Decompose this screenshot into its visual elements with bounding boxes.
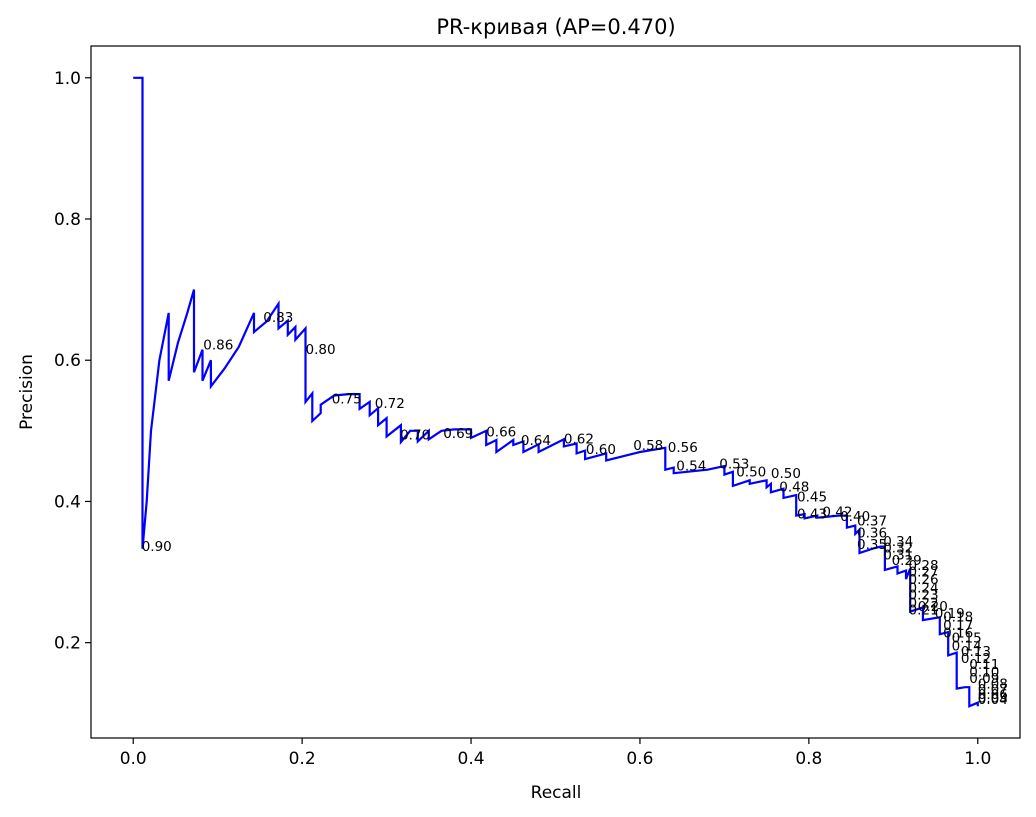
- threshold-label-32: 0.26: [909, 572, 939, 588]
- x-tick-label-0: 0.0: [120, 749, 147, 769]
- x-tick-label-2: 0.4: [458, 749, 485, 769]
- threshold-label-3: 0.80: [306, 342, 336, 358]
- threshold-label-26: 0.34: [883, 534, 913, 550]
- x-tick-label-5: 1.0: [964, 749, 991, 769]
- y-axis-label: Precision: [17, 354, 37, 430]
- threshold-label-39: 0.18: [943, 610, 973, 626]
- threshold-label-53: 0.04: [978, 692, 1008, 708]
- chart-title: PR-кривая (AP=0.470): [436, 15, 675, 39]
- threshold-label-38: 0.19: [935, 606, 965, 622]
- threshold-label-22: 0.40: [840, 509, 870, 525]
- y-tick-label-3: 0.8: [54, 210, 81, 230]
- threshold-label-30: 0.28: [909, 558, 939, 574]
- threshold-label-43: 0.14: [952, 638, 982, 654]
- threshold-label-2: 0.83: [263, 310, 293, 326]
- y-tick-label-1: 0.4: [54, 492, 81, 512]
- threshold-label-21: 0.42: [822, 504, 852, 520]
- x-tick-label-4: 0.8: [795, 749, 822, 769]
- threshold-label-50: 0.07: [978, 682, 1008, 698]
- threshold-label-42: 0.15: [952, 631, 982, 647]
- threshold-label-46: 0.11: [969, 657, 999, 673]
- threshold-label-13: 0.56: [668, 440, 698, 456]
- y-tick-label-0: 0.2: [54, 634, 81, 654]
- threshold-label-29: 0.29: [892, 553, 922, 569]
- threshold-label-4: 0.75: [332, 391, 362, 407]
- y-tick-label-4: 1.0: [54, 69, 81, 89]
- threshold-label-8: 0.66: [486, 425, 516, 441]
- threshold-label-45: 0.12: [961, 651, 991, 667]
- threshold-label-35: 0.22: [909, 595, 939, 611]
- y-tick-label-2: 0.6: [54, 351, 81, 371]
- threshold-label-28: 0.31: [883, 547, 913, 563]
- threshold-label-40: 0.17: [943, 618, 973, 634]
- threshold-label-14: 0.54: [676, 458, 706, 474]
- y-axis: 0.2 0.4 0.6 0.8 1.0: [54, 69, 91, 654]
- threshold-label-24: 0.36: [857, 526, 887, 542]
- threshold-label-17: 0.50: [771, 466, 801, 482]
- threshold-label-27: 0.32: [883, 540, 913, 556]
- threshold-label-19: 0.45: [797, 489, 827, 505]
- threshold-label-1: 0.86: [203, 338, 233, 354]
- pr-curve-line-0: [133, 76, 979, 708]
- threshold-label-41: 0.16: [943, 626, 973, 642]
- threshold-label-25: 0.35: [857, 537, 887, 553]
- threshold-label-7: 0.69: [443, 426, 473, 442]
- plot-area: 0.90 0.86 0.83 0.80 0.75 0.72 0.70 0.69 0.66 0.64…: [133, 76, 1008, 708]
- threshold-label-16: 0.50: [736, 465, 766, 481]
- x-tick-label-1: 0.2: [289, 749, 316, 769]
- threshold-label-15: 0.53: [719, 456, 749, 472]
- threshold-label-36: 0.21: [909, 602, 939, 618]
- threshold-label-52: 0.05: [978, 691, 1008, 707]
- threshold-label-51: 0.06: [978, 687, 1008, 703]
- threshold-label-11: 0.60: [586, 442, 616, 458]
- threshold-label-23: 0.37: [857, 514, 887, 530]
- threshold-label-37: 0.20: [918, 599, 948, 615]
- threshold-label-12: 0.58: [633, 438, 663, 454]
- threshold-label-44: 0.13: [961, 644, 991, 660]
- threshold-label-47: 0.10: [969, 665, 999, 681]
- x-tick-label-3: 0.6: [626, 749, 653, 769]
- threshold-label-20: 0.43: [797, 506, 827, 522]
- threshold-label-49: 0.08: [978, 677, 1008, 693]
- threshold-label-18: 0.48: [779, 480, 809, 496]
- threshold-label-0: 0.90: [142, 539, 172, 555]
- x-axis: 0.0 0.2 0.4 0.6 0.8 1.0: [120, 738, 991, 769]
- x-axis-label: Recall: [531, 783, 582, 803]
- threshold-label-33: 0.24: [909, 581, 939, 597]
- threshold-label-6: 0.70: [400, 427, 430, 443]
- threshold-label-9: 0.64: [521, 433, 551, 449]
- threshold-label-5: 0.72: [375, 396, 405, 412]
- threshold-label-31: 0.27: [909, 564, 939, 580]
- threshold-label-10: 0.62: [564, 432, 594, 448]
- threshold-label-34: 0.23: [909, 588, 939, 604]
- axes-frame: [90, 45, 1021, 739]
- threshold-label-48: 0.09: [969, 671, 999, 687]
